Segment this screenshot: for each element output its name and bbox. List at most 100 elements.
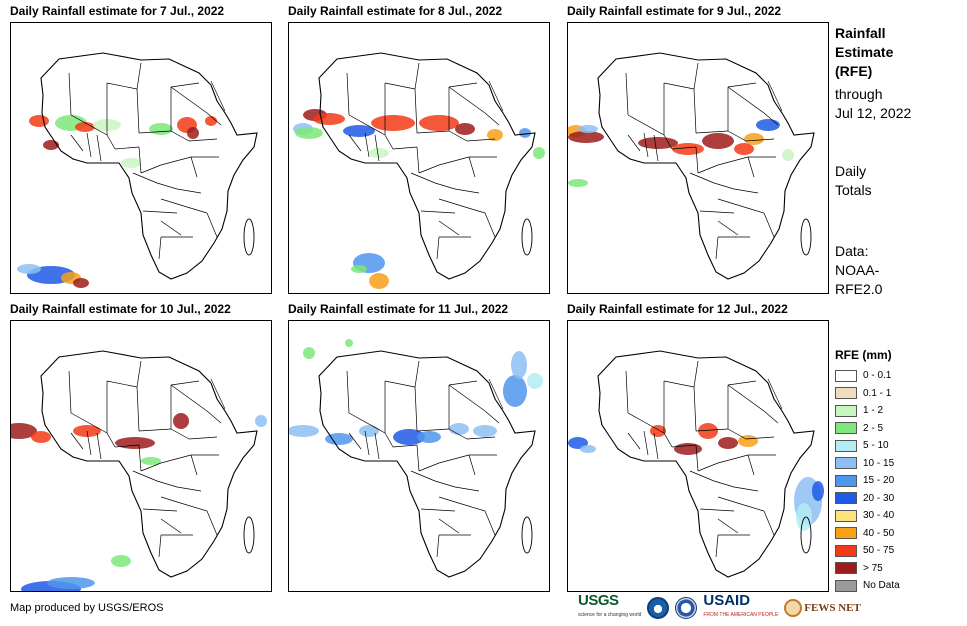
rainfall-area — [47, 577, 95, 589]
country-border — [663, 432, 673, 448]
legend-label: 1 - 2 — [863, 405, 884, 417]
country-border — [140, 164, 162, 174]
country-border — [763, 212, 775, 238]
daily-label: Daily — [835, 163, 867, 179]
country-border — [416, 444, 420, 472]
country-border — [186, 504, 208, 512]
country-border — [743, 206, 765, 214]
map-frame[interactable] — [567, 22, 829, 294]
rainfall-area — [149, 123, 173, 135]
country-border — [733, 486, 759, 492]
rainfall-area — [702, 133, 734, 149]
country-border — [188, 436, 218, 440]
legend-label: No Data — [863, 580, 900, 592]
country-border — [717, 198, 745, 208]
rainfall-area — [782, 149, 794, 161]
country-border — [693, 88, 697, 134]
country-border — [699, 210, 735, 214]
madagascar-outline — [243, 218, 255, 256]
country-border — [448, 86, 486, 114]
legend-item: 40 - 50 — [835, 525, 955, 543]
country-border — [206, 112, 222, 126]
africa-rainfall-map — [568, 350, 824, 578]
legend-item: 10 - 15 — [835, 455, 955, 473]
rainfall-area — [17, 264, 41, 274]
country-border — [170, 130, 190, 142]
map-panel-jul-9: Daily Rainfall estimate for 9 Jul., 2022 — [567, 4, 829, 294]
country-border — [643, 430, 649, 456]
country-border — [715, 534, 719, 558]
country-border — [420, 508, 456, 512]
usaid-wordmark: USAID — [703, 592, 751, 609]
rainfall-area — [121, 158, 141, 168]
totals-label: Totals — [835, 182, 872, 198]
data-source-line: RFE2.0 — [835, 281, 883, 297]
rainfall-area — [255, 415, 267, 427]
red-sea-coast — [210, 378, 226, 410]
country-border — [715, 236, 719, 260]
country-border — [160, 454, 192, 464]
rainfall-area — [744, 133, 764, 145]
country-border — [454, 486, 480, 492]
usgs-logo[interactable]: USGS science for a changing world — [578, 593, 641, 622]
rainfall-area — [141, 457, 161, 465]
usaid-logo[interactable]: USAID FROM THE AMERICAN PEOPLE — [703, 592, 778, 622]
country-border — [190, 454, 198, 476]
red-sea-coast — [767, 378, 783, 410]
map-panel-jul-12: Daily Rainfall estimate for 12 Jul., 202… — [567, 302, 829, 592]
agency-seal-icon[interactable] — [675, 597, 698, 619]
rainfall-area — [11, 423, 37, 439]
map-frame[interactable] — [288, 22, 550, 294]
country-border — [384, 380, 416, 388]
country-border — [96, 432, 102, 460]
country-border — [86, 430, 92, 456]
legend-label: 2 - 5 — [863, 422, 884, 434]
country-border — [384, 82, 416, 90]
country-border — [693, 360, 699, 388]
country-border — [625, 72, 629, 116]
country-border — [414, 360, 420, 388]
country-border — [70, 134, 84, 152]
rainfall-area — [187, 127, 199, 139]
country-border — [717, 156, 749, 166]
panel-title: Daily Rainfall estimate for 9 Jul., 2022 — [567, 4, 782, 18]
rainfall-area — [115, 437, 155, 449]
legend-label: 5 - 10 — [863, 440, 889, 452]
continent-outline — [597, 52, 815, 280]
legend-item: 0.1 - 1 — [835, 385, 955, 403]
map-frame[interactable] — [288, 320, 550, 592]
madagascar-outline — [800, 516, 812, 554]
noaa-seal-icon[interactable] — [647, 597, 670, 619]
legend-swatch — [835, 474, 857, 487]
rainfall-area — [369, 148, 389, 158]
rainfall-area — [533, 147, 545, 159]
country-border — [346, 72, 350, 116]
country-border — [695, 444, 699, 472]
country-border — [438, 156, 470, 166]
legend-label: 15 - 20 — [863, 475, 895, 487]
map-frame[interactable] — [567, 320, 829, 592]
rainfall-area — [812, 481, 824, 501]
rainfall-area — [369, 273, 389, 289]
country-border — [663, 380, 695, 388]
legend-swatch — [835, 492, 857, 505]
country-border — [653, 134, 659, 162]
continent-outline — [597, 350, 815, 578]
legend-swatch — [835, 509, 857, 522]
rainfall-area — [503, 375, 527, 407]
country-border — [346, 370, 350, 414]
map-frame[interactable] — [10, 22, 272, 294]
end-date: Jul 12, 2022 — [835, 105, 912, 121]
country-border — [136, 386, 140, 432]
legend-item: 20 - 30 — [835, 490, 955, 508]
country-border — [663, 134, 673, 150]
fewsnet-logo[interactable]: FEWS NET — [784, 599, 861, 617]
panel-title: Daily Rainfall estimate for 8 Jul., 2022 — [288, 4, 503, 18]
rainfall-area — [303, 347, 315, 359]
country-border — [364, 430, 370, 456]
map-frame[interactable] — [10, 320, 272, 592]
country-border — [464, 206, 486, 214]
rainfall-area — [205, 116, 217, 126]
panel-title: Daily Rainfall estimate for 11 Jul., 202… — [288, 302, 509, 316]
country-border — [68, 370, 72, 414]
